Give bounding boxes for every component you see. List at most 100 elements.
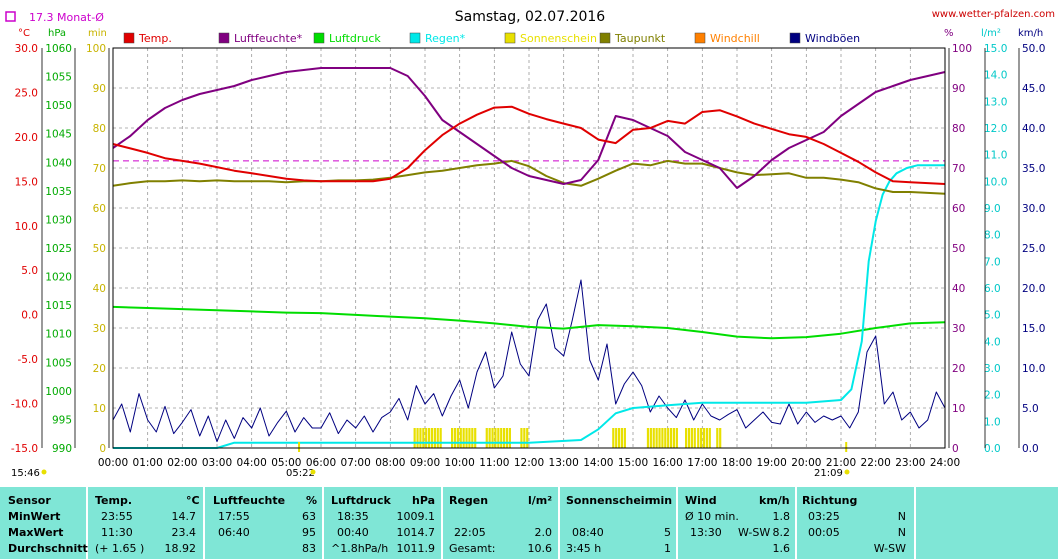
tick-label: 50.0 xyxy=(1022,43,1045,55)
sunshine-bar xyxy=(433,428,436,448)
tick-label: 15.0 xyxy=(984,43,1007,55)
tick-label: -5.0 xyxy=(18,354,39,366)
sunshine-bar xyxy=(474,428,477,448)
x-tick-label: 06:00 xyxy=(306,457,336,469)
sunshine-bar xyxy=(652,428,655,448)
avg-press-trend: ^1.8hPa/h xyxy=(331,542,389,555)
legend: Temp. Luftfeuchte* Luftdruck Regen* Sonnensc… xyxy=(123,32,860,45)
tick-label: 7.0 xyxy=(984,256,1001,268)
sunshine-bar xyxy=(505,428,509,448)
sunshine-bar xyxy=(503,428,506,448)
sunshine-bar xyxy=(500,428,503,448)
total-sun-hours: 3:45 h xyxy=(566,542,602,555)
legend-swatch xyxy=(504,32,516,44)
avg-press-value: 1011.9 xyxy=(396,542,436,555)
tick-label: 1000 xyxy=(45,386,72,398)
tick-label: 1020 xyxy=(45,272,72,284)
sunshine-bar xyxy=(419,428,422,448)
sunshine-bar xyxy=(667,428,670,448)
min-hum-time: 17:55 xyxy=(218,510,250,523)
x-tick-label: 22:00 xyxy=(861,457,891,469)
tick-label: 1045 xyxy=(45,129,72,141)
tick-label: 30 xyxy=(93,323,106,335)
sunshine-bar xyxy=(471,428,474,448)
min-wind-value: 1.8 xyxy=(772,510,791,523)
series-line-windböen xyxy=(112,279,946,443)
legend-label: Luftfeuchte* xyxy=(234,32,303,45)
legend-label: Windchill xyxy=(710,32,760,45)
sunshine-bar xyxy=(456,428,459,448)
sun-duration-icon xyxy=(41,469,47,475)
sunshine-bar xyxy=(508,428,511,448)
tick-label: 14.0 xyxy=(984,70,1007,82)
x-tick-label: 12:00 xyxy=(514,457,544,469)
sunrise-icon xyxy=(310,469,316,475)
tick-label: 13.0 xyxy=(984,96,1007,108)
row-max-label: MaxWert xyxy=(8,526,64,539)
x-tick-label: 21:00 xyxy=(826,457,856,469)
tick-label: 80 xyxy=(93,123,106,135)
tick-label: 50 xyxy=(93,243,106,255)
sunshine-bar xyxy=(425,428,428,448)
sunshine-bar xyxy=(413,428,416,448)
tick-label: 45.0 xyxy=(1022,83,1045,95)
sunshine-bar xyxy=(462,428,465,448)
sunshine-bar xyxy=(617,428,621,448)
markers: 05:22 21:09 15:46 xyxy=(11,468,850,479)
tick-label: 90 xyxy=(93,83,106,95)
sunshine-bar xyxy=(672,428,676,448)
tick-label: 995 xyxy=(52,414,72,426)
tick-label: 8.0 xyxy=(984,230,1001,242)
sunshine-bar xyxy=(655,428,658,448)
tick-label: 35.0 xyxy=(1022,163,1045,175)
col-sunshine-unit: min xyxy=(649,494,673,507)
col-humidity-header: Luftfeuchte xyxy=(213,494,286,507)
row-avg-label: Durchschnitt xyxy=(8,542,88,555)
col-pressure-unit: hPa xyxy=(412,494,436,507)
tick-label: 20.0 xyxy=(15,132,38,144)
sunshine-bar xyxy=(416,428,419,448)
total-rain-label: Gesamt: xyxy=(449,542,496,555)
tick-label: 1015 xyxy=(45,300,72,312)
table-separator xyxy=(322,487,324,559)
unit-wind: km/h xyxy=(1018,28,1043,39)
tick-label: 3.0 xyxy=(984,363,1001,375)
tick-label: -15.0 xyxy=(11,443,38,455)
col-rain-header: Regen xyxy=(449,494,489,507)
sunshine-bar xyxy=(623,428,626,448)
unit-sunshine: min xyxy=(88,28,107,39)
table-separator xyxy=(86,487,88,559)
tick-label: 60 xyxy=(93,203,106,215)
sunshine-bar xyxy=(620,428,624,448)
col-rain-unit: l/m² xyxy=(528,494,553,507)
tick-label: 990 xyxy=(52,443,72,455)
x-tick-label: 03:00 xyxy=(202,457,232,469)
max-press-time: 00:40 xyxy=(337,526,369,539)
sunshine-bar xyxy=(497,428,500,448)
series-line-taupunkt xyxy=(112,159,946,195)
sunshine-bar xyxy=(520,428,523,448)
tick-label: 90 xyxy=(952,83,965,95)
sunrise-time: 05:22 xyxy=(286,468,315,479)
sunshine-bar xyxy=(675,428,678,448)
weather-chart: Samstag, 02.07.2016 www.wetter-pfalzen.c… xyxy=(5,9,1055,479)
legend-swatch xyxy=(694,32,706,44)
sunset-time: 21:09 xyxy=(814,468,843,479)
tick-label: 30.0 xyxy=(1022,203,1045,215)
max-wind-direction: W-SW xyxy=(738,526,771,539)
stats-table: Sensor Temp. °C Luftfeuchte % Luftdruck … xyxy=(0,487,1058,559)
site-link[interactable]: www.wetter-pfalzen.com xyxy=(932,9,1055,20)
tick-label: 10.0 xyxy=(1022,363,1045,375)
max-sun-value: 5 xyxy=(664,526,671,539)
tick-label: 5.0 xyxy=(984,310,1001,322)
row-min-label: MinWert xyxy=(8,510,61,523)
tick-label: 10.0 xyxy=(984,176,1007,188)
avg-hum-value: 83 xyxy=(302,542,316,555)
x-tick-label: 24:00 xyxy=(930,457,960,469)
unit-rain: l/m² xyxy=(981,28,1001,39)
col-sunshine-header: Sonnenschein xyxy=(566,494,653,507)
tick-label: 20.0 xyxy=(1022,283,1045,295)
tick-label: 40 xyxy=(952,283,965,295)
sunshine-bar xyxy=(439,428,442,448)
sunshine-bar xyxy=(485,428,488,448)
